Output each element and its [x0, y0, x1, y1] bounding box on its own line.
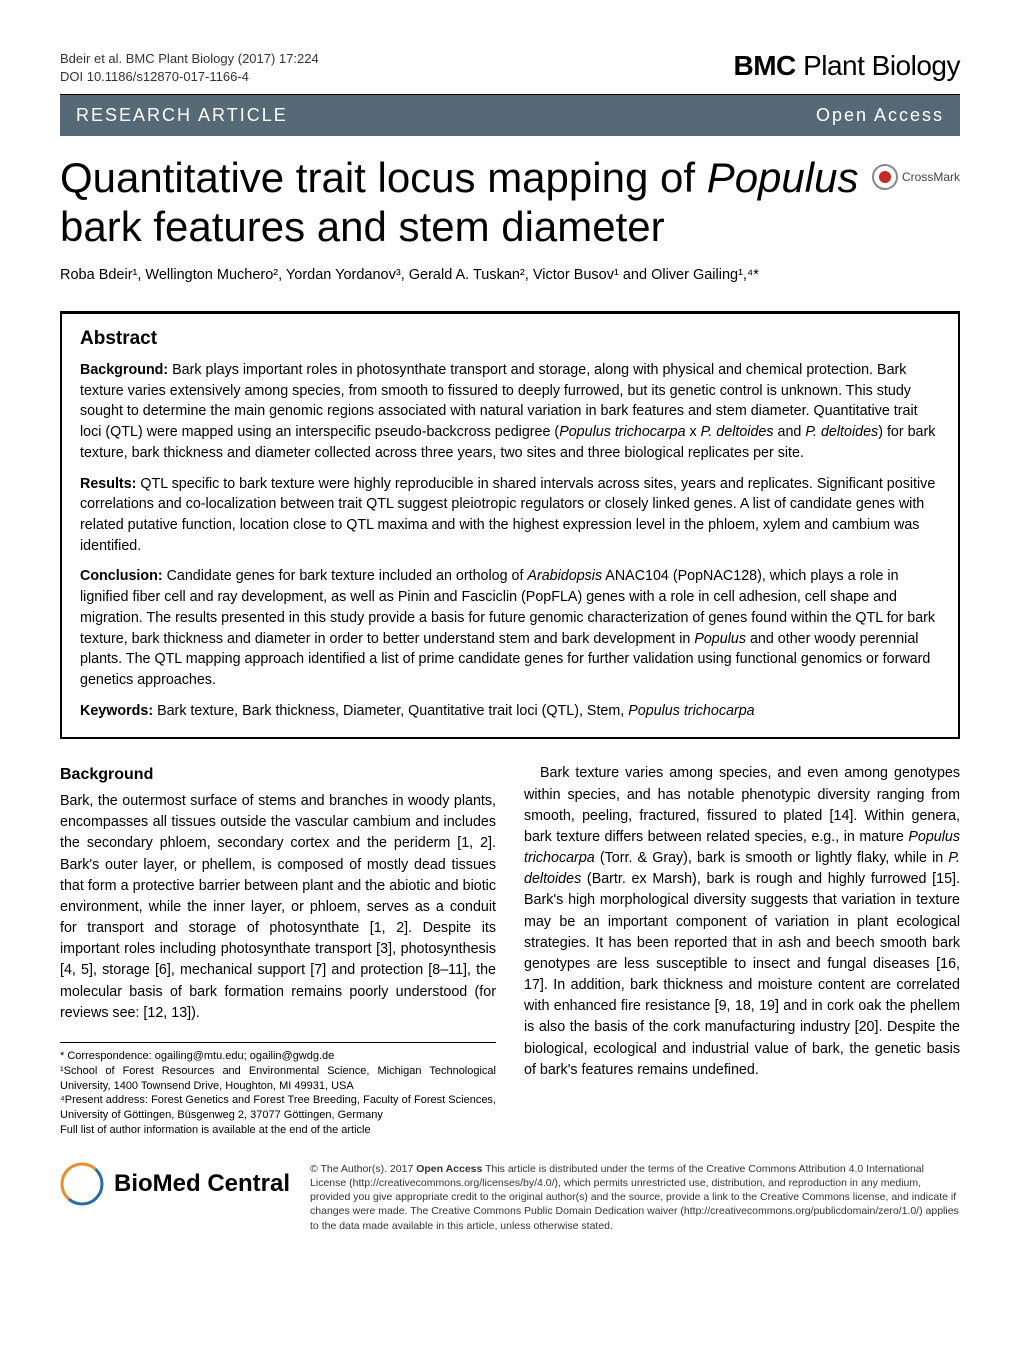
article-title: Quantitative trait locus mapping of Popu…	[60, 154, 862, 251]
citation-line-1: Bdeir et al. BMC Plant Biology (2017) 17…	[60, 50, 319, 68]
open-access-label: Open Access	[816, 105, 944, 126]
bmc-logo-text: BioMed Central	[114, 1170, 290, 1198]
title-row: Quantitative trait locus mapping of Popu…	[60, 154, 960, 267]
left-column: Background Bark, the outermost surface o…	[60, 763, 496, 1137]
right-p1-pre: Bark texture varies among species, and e…	[524, 765, 960, 844]
footnote-line-4: Full list of author information is avail…	[60, 1123, 496, 1138]
citation-block: Bdeir et al. BMC Plant Biology (2017) 17…	[60, 50, 319, 86]
results-text: QTL specific to bark texture were highly…	[80, 476, 935, 554]
background-text-2: x	[686, 424, 701, 440]
citation-line-2: DOI 10.1186/s12870-017-1166-4	[60, 68, 319, 86]
keywords-label: Keywords:	[80, 703, 153, 719]
crossmark-inner-icon	[879, 171, 891, 183]
journal-brand: BMC Plant Biology	[734, 50, 960, 82]
crossmark-label: CrossMark	[902, 170, 960, 184]
right-paragraph-1: Bark texture varies among species, and e…	[524, 763, 960, 1080]
title-italic: Populus	[707, 154, 859, 201]
abstract-box: Abstract Background: Bark plays importan…	[60, 311, 960, 740]
background-label: Background:	[80, 362, 168, 378]
background-heading: Background	[60, 763, 496, 787]
right-p1-mid-2: (Bartr. ex Marsh), bark is rough and hig…	[524, 871, 960, 1077]
authors-line: Roba Bdeir¹, Wellington Muchero², Yordan…	[60, 267, 960, 283]
right-p1-mid-1: (Torr. & Gray), bark is smooth or lightl…	[595, 850, 949, 866]
body-columns: Background Bark, the outermost surface o…	[60, 763, 960, 1137]
article-type-label: RESEARCH ARTICLE	[76, 105, 288, 126]
title-pre: Quantitative trait locus mapping of	[60, 154, 707, 201]
biomed-central-logo: BioMed Central	[60, 1162, 290, 1206]
bmc-logo-icon	[60, 1162, 104, 1206]
journal-prefix: BMC	[734, 50, 796, 81]
article-type-banner: RESEARCH ARTICLE Open Access	[60, 95, 960, 136]
footnote-line-3: ⁴Present address: Forest Genetics and Fo…	[60, 1093, 496, 1123]
conclusion-italic-2: Populus	[694, 631, 746, 647]
conclusion-text-1: Candidate genes for bark texture include…	[163, 568, 528, 584]
background-italic-2: P. deltoides	[701, 424, 774, 440]
correspondence-footnotes: * Correspondence: ogailing@mtu.edu; ogai…	[60, 1042, 496, 1138]
keywords-text-1: Bark texture, Bark thickness, Diameter, …	[153, 703, 628, 719]
footer-row: BioMed Central © The Author(s). 2017 Ope…	[60, 1162, 960, 1233]
keywords-italic: Populus trichocarpa	[628, 703, 754, 719]
conclusion-label: Conclusion:	[80, 568, 163, 584]
journal-name: Plant Biology	[803, 50, 960, 81]
background-italic-1: Populus trichocarpa	[559, 424, 685, 440]
crossmark-icon	[872, 164, 898, 190]
crossmark-badge[interactable]: CrossMark	[872, 164, 960, 190]
license-bold: Open Access	[416, 1163, 482, 1175]
header-row: Bdeir et al. BMC Plant Biology (2017) 17…	[60, 50, 960, 86]
background-italic-3: P. deltoides	[805, 424, 878, 440]
conclusion-italic-1: Arabidopsis	[527, 568, 602, 584]
left-paragraph-1: Bark, the outermost surface of stems and…	[60, 791, 496, 1024]
title-post: bark features and stem diameter	[60, 203, 665, 250]
results-label: Results:	[80, 476, 136, 492]
abstract-keywords: Keywords: Bark texture, Bark thickness, …	[80, 701, 940, 722]
right-column: Bark texture varies among species, and e…	[524, 763, 960, 1137]
abstract-conclusion: Conclusion: Candidate genes for bark tex…	[80, 566, 940, 690]
abstract-results: Results: QTL specific to bark texture we…	[80, 474, 940, 557]
background-text-3: and	[774, 424, 806, 440]
license-pre: © The Author(s). 2017	[310, 1163, 416, 1175]
abstract-background: Background: Bark plays important roles i…	[80, 360, 940, 464]
abstract-heading: Abstract	[80, 328, 940, 350]
license-text: © The Author(s). 2017 Open Access This a…	[310, 1162, 960, 1233]
footnote-line-1: * Correspondence: ogailing@mtu.edu; ogai…	[60, 1049, 496, 1064]
footnote-line-2: ¹School of Forest Resources and Environm…	[60, 1064, 496, 1094]
